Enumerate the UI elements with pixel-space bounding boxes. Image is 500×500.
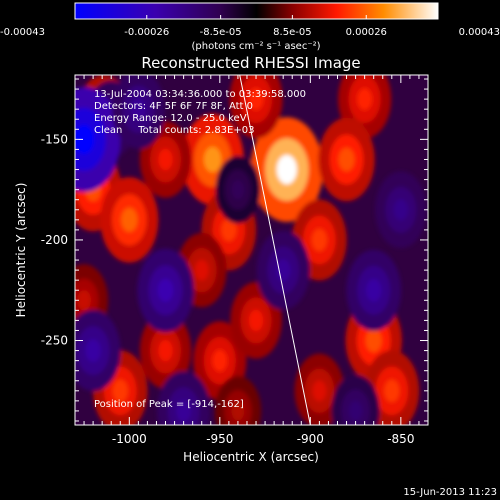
intensity-blob-peak bbox=[203, 146, 222, 173]
intensity-blob-peak bbox=[212, 349, 228, 372]
colorbar-tick-label: -0.00026 bbox=[124, 27, 169, 38]
info-clean-counts: Clean Total counts: 2.83E+03 bbox=[94, 125, 254, 136]
intensity-blob-peak bbox=[158, 148, 173, 171]
colorbar-tick-label: 0.00026 bbox=[346, 27, 387, 38]
intensity-blob-peak bbox=[365, 328, 382, 353]
intensity-blob-peak bbox=[112, 379, 128, 403]
info-detectors: Detectors: 4F 5F 6F 7F 8F, Att 0 bbox=[94, 101, 253, 112]
y-tick-label: -250 bbox=[41, 334, 68, 348]
intensity-blob-peak bbox=[348, 400, 363, 422]
y-axis-label: Heliocentric Y (arcsec) bbox=[14, 183, 28, 318]
x-axis: -1000 -950 -900 -850 bbox=[83, 75, 429, 446]
colorbar-tick-label: 8.5e-05 bbox=[273, 27, 311, 38]
colorbar-units: (photons cm⁻² s⁻¹ asec⁻²) bbox=[191, 41, 320, 52]
intensity-blob-peak bbox=[384, 379, 400, 403]
intensity-blob-peak bbox=[77, 290, 91, 311]
intensity-blob-peak bbox=[248, 88, 264, 111]
y-tick-label: -150 bbox=[41, 132, 68, 146]
intensity-blob-peak bbox=[338, 147, 355, 172]
intensity-blob-peak bbox=[357, 88, 373, 111]
chart-title: Reconstructed RHESSI Image bbox=[141, 54, 360, 72]
image-intensity bbox=[75, 75, 427, 425]
x-tick-label: -900 bbox=[297, 432, 324, 446]
intensity-blob-peak bbox=[85, 339, 101, 362]
intensity-blob-peak bbox=[130, 98, 146, 121]
intensity-blob-peak bbox=[393, 199, 409, 221]
x-tick-label: -1000 bbox=[112, 432, 147, 446]
colorbar: -0.00043 -0.00026 -8.5e-05 8.5e-05 0.00026 0.… bbox=[0, 2, 500, 52]
info-energy-range: Energy Range: 12.0 - 25.0 keV bbox=[94, 113, 247, 124]
colorbar-gradient bbox=[75, 3, 438, 19]
colorbar-tick-label: 0.00043 bbox=[459, 27, 500, 38]
intensity-blob-peak bbox=[276, 154, 297, 185]
footer-timestamp: 15-Jun-2013 11:23 bbox=[403, 487, 497, 498]
intensity-blob-peak bbox=[248, 309, 264, 332]
info-time-range: 13-Jul-2004 03:34:36.000 to 03:39:58.000 bbox=[94, 89, 306, 100]
intensity-blob-peak bbox=[231, 180, 245, 200]
x-tick-label: -850 bbox=[387, 432, 414, 446]
intensity-blob-peak bbox=[176, 399, 192, 422]
intensity-blob-peak bbox=[221, 218, 237, 242]
y-axis: -150 -200 -250 bbox=[41, 78, 428, 422]
intensity-blob-peak bbox=[312, 380, 327, 402]
colorbar-tick-label: -0.00043 bbox=[0, 27, 45, 38]
peak-position-label: Position of Peak = [-914,-162] bbox=[94, 399, 244, 410]
intensity-blob-peak bbox=[231, 401, 245, 421]
intensity-blob-peak bbox=[158, 339, 173, 362]
intensity-blob-peak bbox=[275, 259, 291, 282]
intensity-blob-peak bbox=[157, 278, 174, 302]
x-axis-label: Heliocentric X (arcsec) bbox=[183, 450, 319, 464]
y-tick-label: -200 bbox=[41, 233, 68, 247]
intensity-blob-peak bbox=[366, 278, 382, 302]
intensity-blob-peak bbox=[75, 124, 95, 155]
intensity-blob-peak bbox=[121, 207, 138, 232]
colorbar-frame bbox=[74, 2, 439, 20]
x-tick-label: -950 bbox=[206, 432, 233, 446]
info-text: 13-Jul-2004 03:34:36.000 to 03:39:58.000… bbox=[94, 89, 306, 136]
intensity-blob-peak bbox=[194, 259, 209, 281]
intensity-blob-peak bbox=[311, 228, 328, 252]
colorbar-tick-label: -8.5e-05 bbox=[200, 27, 242, 38]
solar-limb-line bbox=[239, 75, 311, 425]
